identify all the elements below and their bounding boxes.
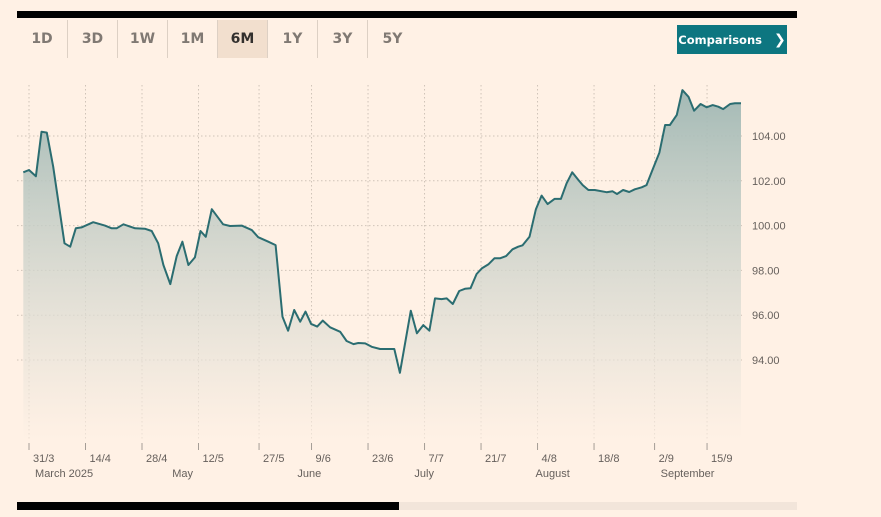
month-label: May (172, 468, 193, 480)
x-tick-label: 7/7 (429, 453, 444, 465)
y-tick-label: 104.00 (752, 131, 786, 143)
x-tick-label: 28/4 (146, 453, 167, 465)
tab-6m[interactable]: 6M (217, 20, 267, 58)
y-tick-label: 100.00 (752, 221, 786, 233)
top-rule (17, 11, 797, 18)
x-tick-label: 27/5 (263, 453, 284, 465)
x-tick-label: 21/7 (485, 453, 506, 465)
month-label: September (661, 468, 715, 480)
month-label: June (297, 468, 321, 480)
tab-1y[interactable]: 1Y (267, 20, 317, 58)
x-tick-label: 2/9 (659, 453, 674, 465)
x-tick-label: 14/4 (90, 453, 111, 465)
scrollbar-thumb[interactable] (17, 502, 400, 510)
comparisons-button[interactable]: Comparisons ❯ (677, 25, 787, 54)
x-tick-label: 15/9 (711, 453, 732, 465)
x-tick-label: 12/5 (203, 453, 224, 465)
price-area (23, 90, 742, 440)
chevron-right-icon: ❯ (773, 31, 786, 48)
y-tick-label: 94.00 (752, 355, 780, 367)
tab-1m[interactable]: 1M (167, 20, 217, 58)
y-tick-label: 96.00 (752, 310, 780, 322)
tab-1w[interactable]: 1W (117, 20, 167, 58)
x-tick-label: 4/8 (542, 453, 557, 465)
month-label: August (536, 468, 570, 480)
y-tick-label: 98.00 (752, 265, 780, 277)
price-chart: 94.00 96.00 98.00 100.00 102.00 104.00 31/3 14/… (17, 85, 786, 480)
x-tick-label: 18/8 (598, 453, 619, 465)
price-line (22, 89, 741, 374)
tab-5y[interactable]: 5Y (367, 20, 417, 58)
tab-3d[interactable]: 3D (67, 20, 117, 58)
range-scrollbar[interactable] (17, 502, 797, 510)
month-label: July (414, 468, 434, 480)
x-tick-label: 31/3 (33, 453, 54, 465)
time-range-tabs: 1D 3D 1W 1M 6M 1Y 3Y 5Y (17, 20, 417, 58)
tab-3y[interactable]: 3Y (317, 20, 367, 58)
month-label: March 2025 (35, 468, 93, 480)
y-tick-label: 102.00 (752, 176, 786, 188)
comparisons-label: Comparisons (678, 32, 762, 47)
tab-1d[interactable]: 1D (31, 31, 53, 47)
x-tick-label: 23/6 (372, 453, 393, 465)
x-tick-label: 9/6 (316, 453, 331, 465)
